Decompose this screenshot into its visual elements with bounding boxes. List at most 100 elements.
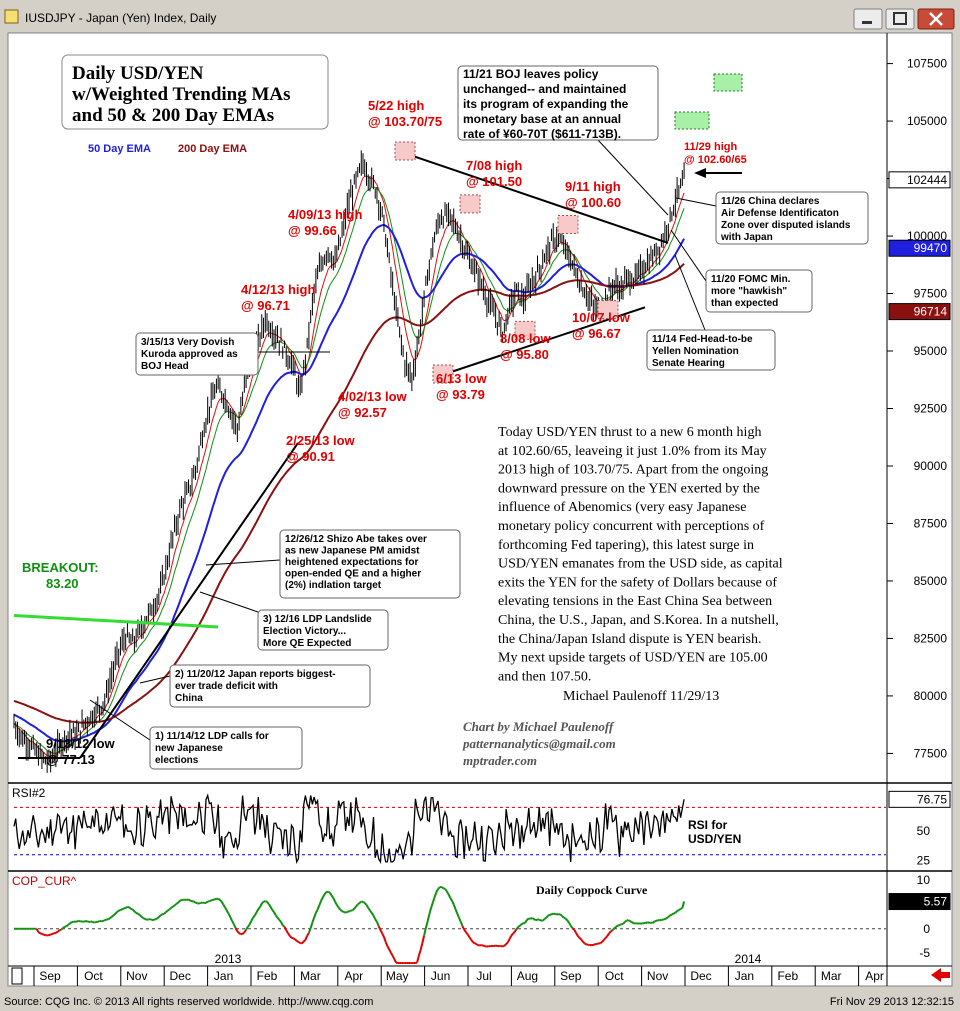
month-label: Dec [690,969,711,983]
minimize-button[interactable] [853,8,883,30]
chart-title-line-1: Daily USD/YEN [72,63,204,84]
coppock-segment [426,914,431,922]
coppock-segment [619,923,622,927]
coppock-segment [519,923,523,927]
coppock-segment [466,933,471,938]
price-bars [13,150,685,773]
coppock-segment [611,927,615,931]
callout-text: 11/26 China declares [721,196,820,207]
coppock-segment [454,908,459,914]
coppock-segment [285,929,289,934]
coppock-segment [170,905,174,909]
coppock-segment [538,918,542,922]
coppock-segment [533,918,537,922]
month-label: Feb [257,969,278,983]
month-label: Feb [777,969,798,983]
legend-ema200: 200 Day EMA [178,143,247,155]
callout-text: Air Defense Identificaton [721,208,839,219]
price-tick-label: 80000 [914,689,948,703]
month-label: Nov [647,969,668,983]
coppock-segment [391,955,396,960]
coppock-segment [172,904,176,908]
coppock-segment [296,940,299,943]
month-label: May [386,969,409,983]
maximize-button[interactable] [885,8,915,30]
price-tick-label: 85000 [914,574,948,588]
coppock-segment [339,909,343,912]
coppock-segment [593,943,596,946]
coppock-segment [198,901,202,905]
coppock-segment [447,893,452,899]
coppock-segment [543,916,547,920]
coppock-segment [358,900,362,904]
coppock-segment [461,925,466,931]
price-annotation: @ 90.91 [286,449,335,464]
coppock-segment [327,890,331,894]
coppock-segment [515,926,520,930]
coppock-segment [444,888,448,892]
coppock-segment [112,913,116,917]
last-value-labels: 102444 99470 96714 [888,171,951,321]
coppock-segment [584,942,587,946]
credit-author: Chart by Michael Paulenoff [463,719,615,734]
coppock-segment [64,925,67,928]
coppock-segment [365,904,370,909]
credit-email: patternanalytics@gmail.com [462,736,616,751]
price-annotation: @ 96.67 [572,326,621,341]
price-annotation: @ 92.57 [338,405,387,420]
commentary-line: the China/Japan Island dispute is YEN be… [498,632,761,647]
scroll-right-arrow-icon[interactable] [931,968,950,982]
month-label: Apr [344,969,363,983]
coppock-segment [676,909,680,912]
callout-text: 11/21 BOJ leaves policy [463,67,599,81]
month-label: Jun [431,969,450,983]
callout-box [705,269,813,313]
coppock-segment [573,929,577,934]
coppock-segment [267,903,272,908]
title-bar [0,0,960,33]
coppock-segment [288,935,293,939]
coppock-segment [276,917,281,921]
coppock-segment [102,919,106,923]
coppock-segment [351,907,356,912]
callout-box [257,609,389,651]
commentary-signature: Michael Paulenoff 11/29/13 [563,689,719,704]
coppock-segment [379,929,384,934]
price-tick-label: 100000 [907,229,947,243]
price-annotation: @ 101.50 [466,174,522,189]
price-annotation: 4/02/13 low [338,389,408,404]
close-button[interactable] [917,8,955,30]
coppock-segment [252,914,256,919]
month-label: Aug [517,969,538,983]
coppock-segment [266,901,270,905]
coppock-segment [563,916,566,920]
coppock-segment [512,931,516,935]
coppock-segment [367,907,371,911]
coppock-segment [419,942,424,951]
coppock-segment [568,922,572,927]
rsi-title: RSI#2 [12,786,46,800]
price-annotation: @ 95.80 [500,347,549,362]
coppock-segment [622,921,626,925]
pivot-box-marker [557,215,579,235]
credit-site: mptrader.com [463,753,537,768]
coppock-segment [130,907,133,911]
coppock-segment [601,939,605,943]
coppock-segment [355,903,359,908]
commentary-line: exits the YEN for the safety of Dollars … [498,575,777,590]
coppock-segment [468,936,473,941]
coppock-segment [144,917,148,921]
coppock-segment [393,958,398,964]
coppock-segment [41,933,44,936]
callout-text: new Japanese [155,743,223,754]
coppock-segment [153,918,156,921]
coppock-segment [214,897,217,901]
rsi-label: RSI for [688,818,728,832]
callout-text: Kuroda approved as [141,349,238,360]
coppock-segment [52,932,55,935]
coppock-segment [517,924,521,928]
pivot-box-marker [597,300,619,320]
coppock-segment [287,932,291,937]
coppock-segment [123,906,127,910]
